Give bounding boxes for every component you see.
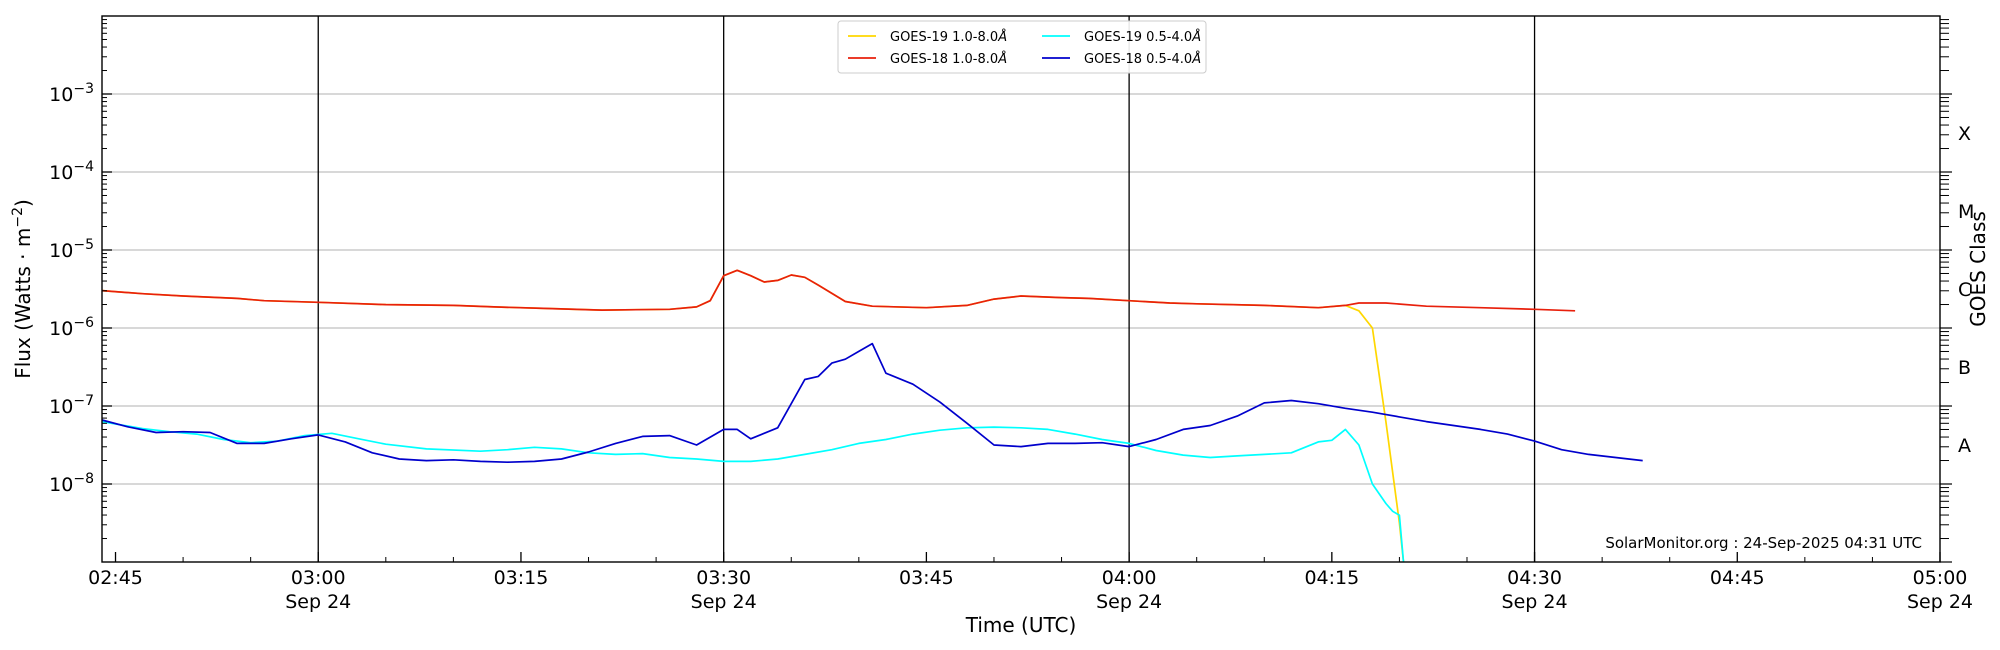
y-tick-label: 10−5 [49, 237, 94, 262]
legend-label: GOES-18 1.0-8.0Å [890, 51, 1007, 67]
goes-class-label-c: C [1958, 279, 1971, 301]
legend-item: GOES-19 1.0-8.0Å [848, 29, 1007, 45]
x-tick-label: 04:00 [1102, 567, 1157, 589]
y-tick-label: 10−7 [49, 393, 94, 418]
x-tick-label: 03:00 [291, 567, 346, 589]
x-tick-date-label: Sep 24 [285, 591, 351, 613]
goes-class-label-a: A [1958, 435, 1971, 457]
x-tick-label: 03:30 [696, 567, 751, 589]
goes-class-label-x: X [1958, 123, 1971, 145]
goes-class-axis-title: GOES Class [1966, 211, 1990, 327]
legend: GOES-19 1.0-8.0Å GOES-18 1.0-8.0Å GOES-19 … [837, 20, 1207, 74]
legend-item: GOES-19 0.5-4.0Å [1042, 29, 1201, 45]
x-tick-label: 03:15 [494, 567, 549, 589]
legend-label: GOES-19 1.0-8.0Å [890, 29, 1007, 45]
y-tick-label: 10−3 [49, 81, 94, 106]
y-axis-ticks: 10−8 10−7 10−6 10−5 10−4 10−3 [49, 19, 1952, 563]
legend-label: GOES-18 0.5-4.0Å [1084, 51, 1201, 67]
x-tick-label: 05:00 [1913, 567, 1968, 589]
series-lines [101, 269, 1643, 563]
legend-label: GOES-19 0.5-4.0Å [1084, 29, 1201, 45]
credit-text: SolarMonitor.org : 24-Sep-2025 04:31 UTC [1605, 534, 1922, 552]
grid-lines [102, 93, 1940, 485]
series-line-goes-18-0-5-4-0 [101, 342, 1643, 464]
y-tick-label: 10−6 [49, 315, 94, 340]
x-tick-date-label: Sep 24 [691, 591, 757, 613]
goes-class-label-m: M [1958, 201, 1974, 223]
legend-item: GOES-18 1.0-8.0Å [848, 51, 1007, 67]
goes-class-label-b: B [1958, 357, 1971, 379]
x-tick-label: 04:15 [1304, 567, 1359, 589]
series-line-goes-19-1-0-8-0 [101, 269, 1405, 563]
x-tick-label: 02:45 [88, 567, 143, 589]
x-tick-label: 03:45 [899, 567, 954, 589]
x-axis-title: Time (UTC) [965, 613, 1077, 637]
legend-item: GOES-18 0.5-4.0Å [1042, 51, 1201, 67]
x-tick-date-label: Sep 24 [1907, 591, 1973, 613]
goes-class-labels: A B C M X [1958, 123, 1974, 457]
x-tick-label: 04:45 [1710, 567, 1765, 589]
y-axis-title: Flux (Watts · m−2) [10, 199, 35, 379]
series-line-goes-18-1-0-8-0 [101, 269, 1576, 312]
y-tick-label: 10−4 [49, 159, 94, 184]
vertical-time-lines [317, 16, 1536, 562]
series-line-goes-19-0-5-4-0 [101, 420, 1405, 563]
x-tick-date-label: Sep 24 [1502, 591, 1568, 613]
x-tick-date-label: Sep 24 [1096, 591, 1162, 613]
x-tick-label: 04:30 [1507, 567, 1562, 589]
plot-frame [101, 15, 1941, 563]
y-tick-label: 10−8 [49, 471, 94, 496]
legend-box [837, 20, 1207, 74]
